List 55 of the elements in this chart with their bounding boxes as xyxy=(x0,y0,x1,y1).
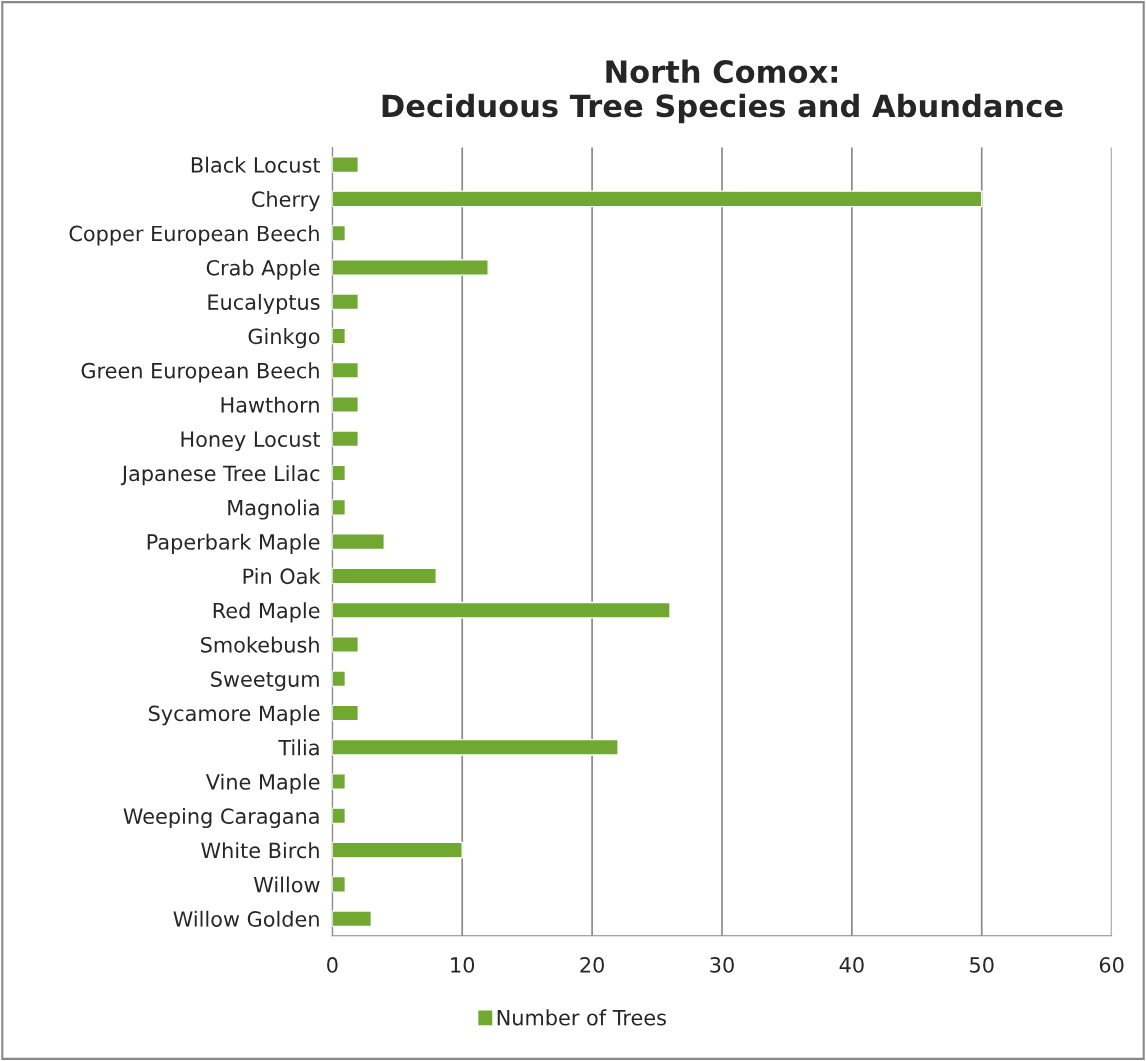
bar xyxy=(332,224,347,242)
bar xyxy=(332,498,347,516)
y-tick-label: Ginkgo xyxy=(248,328,320,349)
bar xyxy=(332,841,463,859)
bar xyxy=(332,738,619,756)
y-tick-label: White Birch xyxy=(201,842,319,859)
x-tick-label: 30 xyxy=(710,957,734,973)
bar xyxy=(332,361,360,379)
legend-label: Number of Trees xyxy=(497,1009,666,1026)
y-tick-label: Vine Maple xyxy=(205,773,320,794)
bar xyxy=(332,910,372,928)
bar xyxy=(332,293,360,311)
y-tick-label: Tilia xyxy=(278,739,319,756)
bar xyxy=(332,670,347,688)
y-tick-label: Eucalyptus xyxy=(208,293,320,314)
y-tick-label: Pin Oak xyxy=(243,568,321,585)
bar xyxy=(332,464,347,482)
y-tick-label: Hawthorn xyxy=(221,396,319,413)
bar xyxy=(332,704,360,722)
y-tick-label: Paperbark Maple xyxy=(147,533,320,554)
y-tick-label: Black Locust xyxy=(191,156,321,173)
y-tick-label: Sweetgum xyxy=(211,671,319,691)
y-tick-label: Green European Beech xyxy=(81,362,319,383)
x-tick-label: 50 xyxy=(970,957,994,973)
y-tick-label: Japanese Tree Lilac xyxy=(120,465,320,486)
bar xyxy=(332,807,347,825)
x-tick-label: 0 xyxy=(327,957,338,973)
bar xyxy=(332,875,347,893)
bar xyxy=(332,533,385,551)
y-tick-label: Magnolia xyxy=(228,499,319,520)
bar xyxy=(332,601,671,619)
bar xyxy=(332,773,347,790)
y-tick-label: Honey Locust xyxy=(181,431,321,452)
bar xyxy=(332,327,347,345)
x-tick-label: 20 xyxy=(580,957,604,973)
bar xyxy=(332,156,360,174)
y-tick-label: Willow Golden xyxy=(173,910,319,927)
y-tick-label: Willow xyxy=(253,876,320,893)
bar xyxy=(332,430,360,448)
bar xyxy=(332,396,360,413)
bar xyxy=(332,567,437,585)
bar xyxy=(332,259,489,276)
chart-title: North Comox: Deciduous Tree Species and Abundance xyxy=(382,59,1063,124)
x-tick-label: 10 xyxy=(451,957,475,973)
y-tick-label: Sycamore Maple xyxy=(148,705,320,726)
y-tick-label: Cherry xyxy=(252,190,320,212)
bar xyxy=(332,190,983,208)
y-tick-label: Weeping Caragana xyxy=(123,807,319,829)
y-tick-label: Copper European Beech xyxy=(69,225,319,246)
x-tick-label: 40 xyxy=(839,957,864,973)
x-tick-label: 60 xyxy=(1099,957,1124,973)
y-tick-label: Red Maple xyxy=(213,602,320,623)
y-tick-label: Smokebush xyxy=(201,636,319,653)
bar xyxy=(332,636,360,653)
y-tick-label: Crab Apple xyxy=(206,259,320,280)
